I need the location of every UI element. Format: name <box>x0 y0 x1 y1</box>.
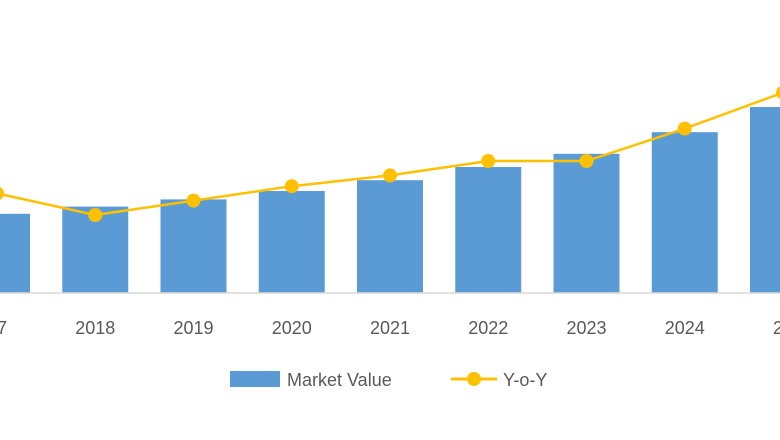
yoy-point-2017 <box>0 187 4 200</box>
x-tick-labels: 17 2018 2019 2020 2021 2022 2023 2024 20 <box>0 318 780 338</box>
bar-2025 <box>750 107 780 293</box>
x-tick-label: 2023 <box>566 318 606 338</box>
bar-2023 <box>553 153 620 293</box>
legend-yoy-swatch-marker <box>467 372 481 386</box>
legend: Market Value Y-o-Y <box>230 370 547 390</box>
bar-2022 <box>455 167 522 293</box>
legend-yoy-label: Y-o-Y <box>503 370 547 390</box>
x-tick-label: 2018 <box>75 318 115 338</box>
bar-2019 <box>160 199 227 293</box>
bar-series <box>0 107 780 293</box>
yoy-point-2021 <box>383 168 397 183</box>
yoy-point-2023 <box>579 154 594 168</box>
x-tick-label: 2019 <box>173 318 213 338</box>
legend-market-value-swatch <box>230 371 280 387</box>
legend-market-value-label: Market Value <box>287 370 392 390</box>
x-tick-label: 2022 <box>468 318 508 338</box>
x-tick-label: 2024 <box>665 318 705 338</box>
yoy-point-2020 <box>284 179 299 194</box>
x-tick-label: 17 <box>0 318 7 338</box>
x-tick-label: 2020 <box>272 318 312 338</box>
bar-2020 <box>258 191 325 293</box>
yoy-point-2025 <box>776 86 780 99</box>
bar-2024 <box>651 132 718 293</box>
yoy-point-2019 <box>186 193 201 208</box>
bar-2021 <box>357 180 423 293</box>
line-series <box>0 86 780 222</box>
x-tick-label: 2021 <box>370 318 410 338</box>
yoy-point-2022 <box>481 154 496 168</box>
x-tick-label: 20 <box>773 318 780 338</box>
bar-2017 <box>0 213 30 293</box>
yoy-point-2018 <box>88 208 103 222</box>
yoy-point-2024 <box>677 121 692 136</box>
